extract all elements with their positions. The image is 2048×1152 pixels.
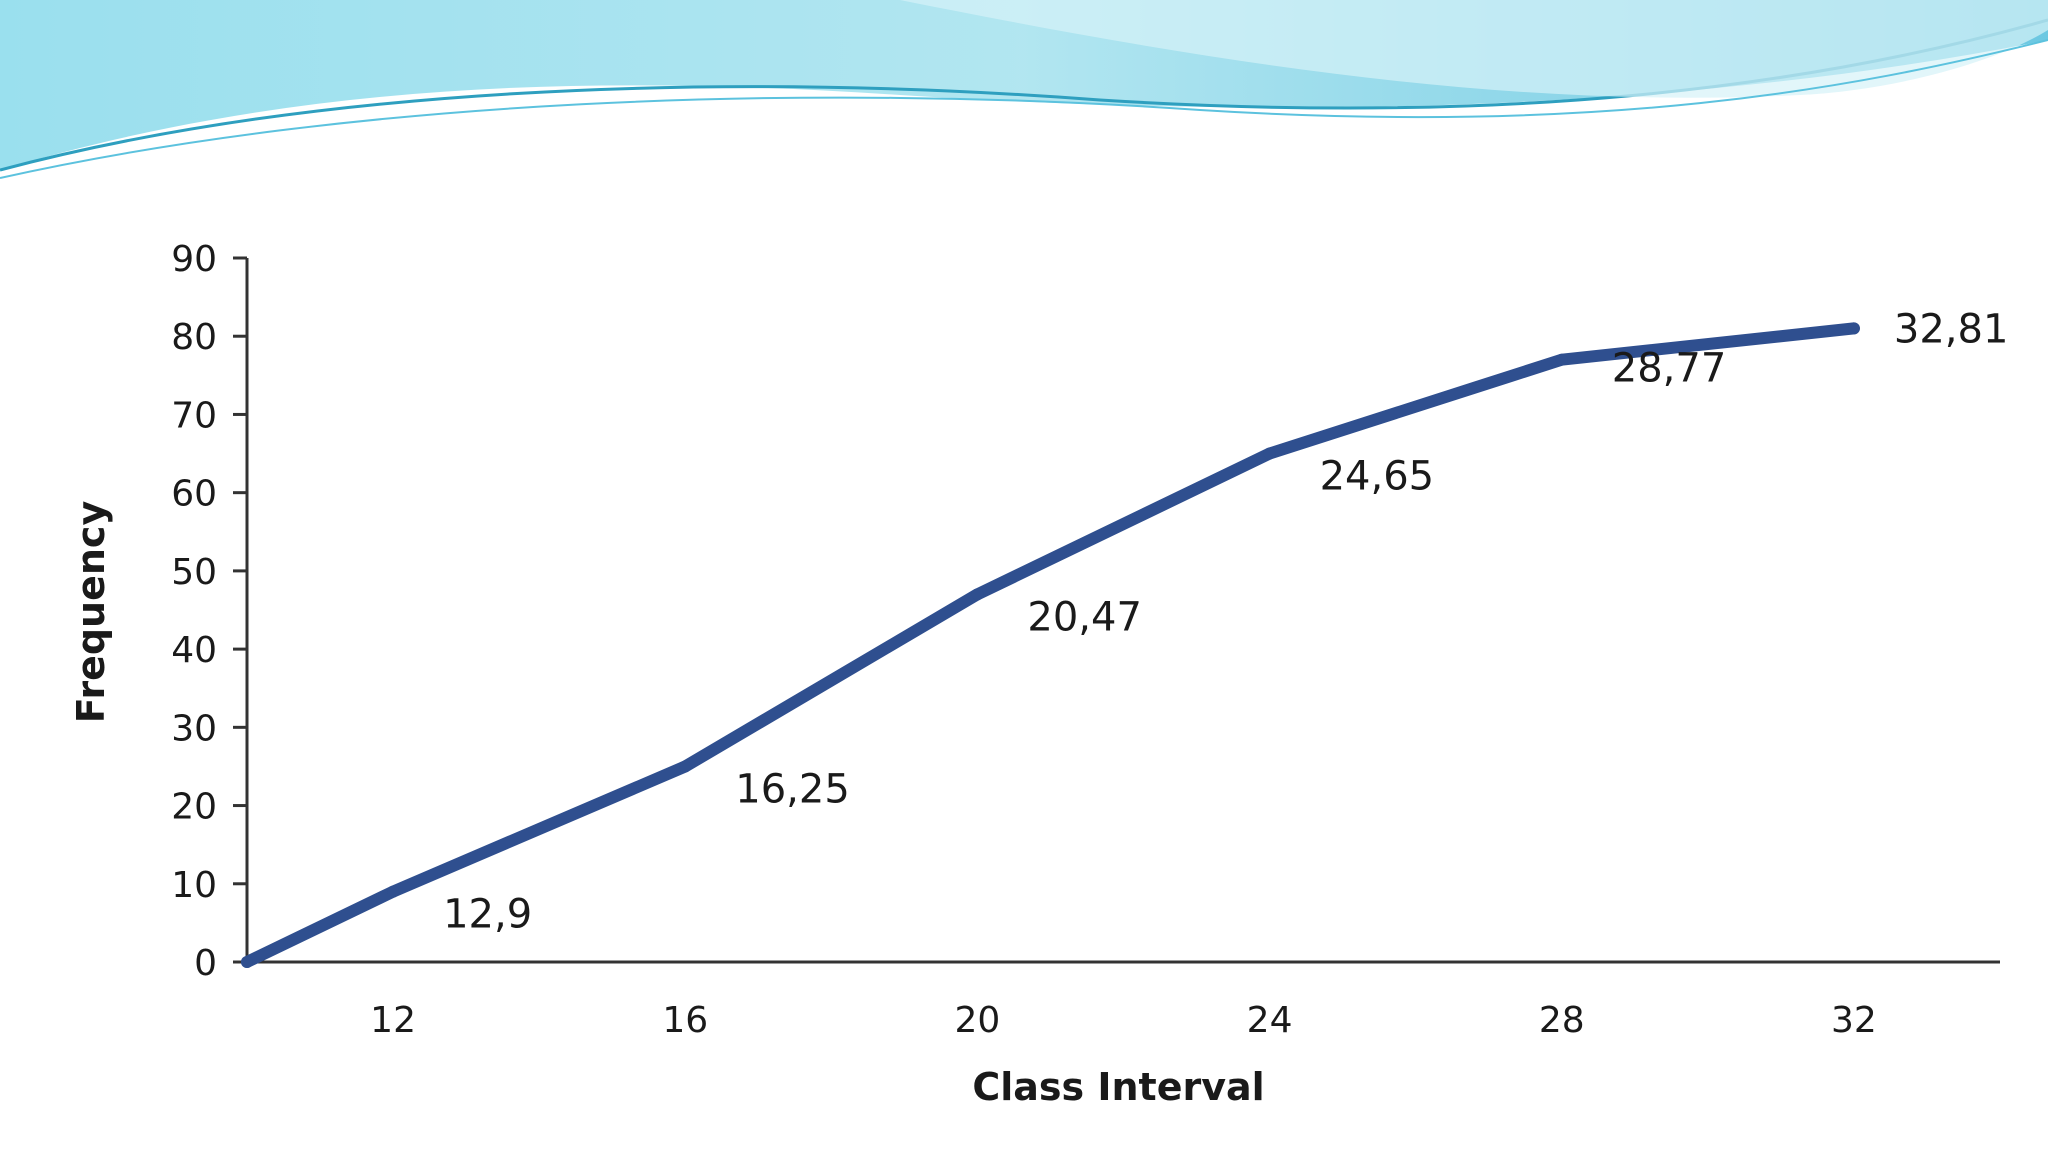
- data-point: [679, 760, 692, 773]
- y-tick-label: 90: [171, 239, 217, 280]
- data-label: 32,81: [1894, 306, 2009, 352]
- y-tick-label: 20: [171, 787, 217, 828]
- series-line: [241, 322, 1860, 968]
- header-wave-decoration: [0, 0, 2048, 179]
- data-point: [1847, 322, 1860, 335]
- x-tick-label: 24: [1247, 1000, 1293, 1041]
- data-label: 16,25: [735, 766, 850, 812]
- data-point: [971, 588, 984, 601]
- data-label: 20,47: [1027, 594, 1142, 640]
- data-label: 28,77: [1612, 346, 1727, 392]
- data-point: [387, 885, 400, 898]
- y-tick-label: 30: [171, 708, 217, 749]
- y-axis-title: Frequency: [69, 501, 113, 724]
- data-label: 24,65: [1320, 454, 1435, 500]
- x-axis: 12 16 20 24 28 32: [247, 960, 2000, 1041]
- series-layer: [241, 322, 1860, 968]
- y-tick-label: 40: [171, 630, 217, 671]
- data-point: [241, 956, 253, 968]
- y-axis: 0 10 20 30 40 50 60 70 80 90: [171, 239, 249, 984]
- data-point: [1555, 353, 1568, 366]
- x-tick-label: 20: [955, 1000, 1001, 1041]
- y-tick-label: 50: [171, 552, 217, 593]
- y-tick-label: 0: [194, 943, 217, 984]
- x-tick-label: 28: [1539, 1000, 1585, 1041]
- x-tick-label: 32: [1831, 1000, 1877, 1041]
- y-tick-label: 60: [171, 474, 217, 515]
- x-tick-label: 16: [662, 1000, 708, 1041]
- y-tick-label: 10: [171, 865, 217, 906]
- data-point: [1263, 447, 1276, 460]
- x-axis-title: Class Interval: [972, 1065, 1264, 1109]
- data-label-layer: 12,9 16,25 20,47 24,65 28,77 32,81: [443, 306, 2008, 937]
- data-label: 12,9: [443, 892, 532, 938]
- x-tick-label: 12: [370, 1000, 416, 1041]
- y-tick-label: 70: [171, 395, 217, 436]
- y-tick-label: 80: [171, 317, 217, 358]
